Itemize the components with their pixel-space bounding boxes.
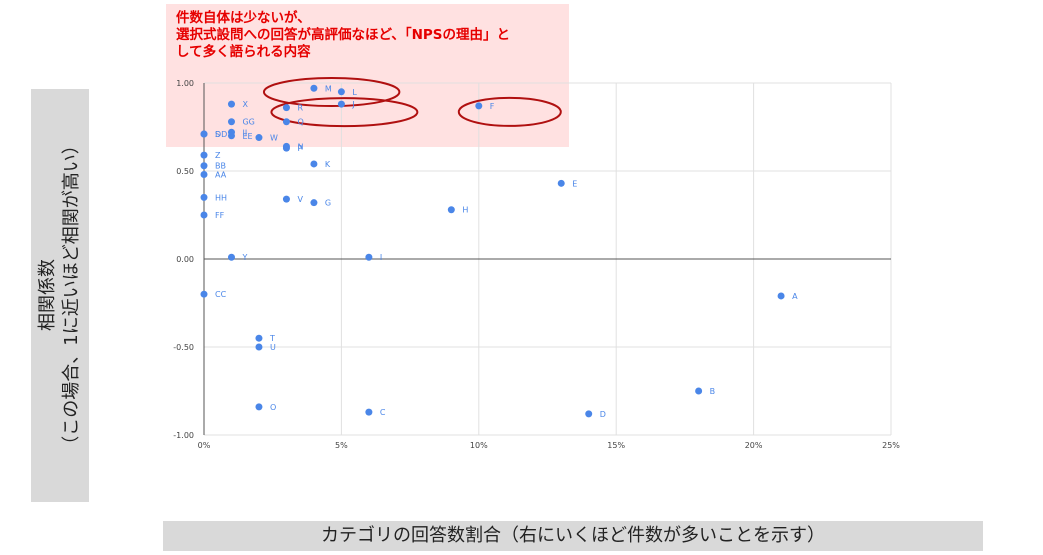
point-label-w: W — [270, 134, 278, 143]
point-label-x: X — [242, 100, 248, 109]
x-tick-label: 25% — [882, 441, 900, 450]
point-dd — [200, 130, 208, 138]
point-label-q: Q — [297, 118, 303, 127]
point-label-e: E — [572, 179, 577, 188]
point-label-d: D — [600, 410, 606, 419]
x-tick-label: 20% — [745, 441, 763, 450]
point-a — [777, 292, 785, 300]
point-label-o: O — [270, 403, 276, 412]
point-label-r: R — [297, 104, 303, 113]
point-label-v: V — [297, 195, 303, 204]
x-tick-label: 15% — [607, 441, 625, 450]
annotation-line-1: 件数自体は少ないが、 — [176, 10, 311, 26]
annotation-line-3: して多く語られる内容 — [176, 44, 311, 60]
point-h — [447, 206, 455, 214]
highlight-ellipse-j — [270, 97, 419, 128]
point-label-hh: HH — [215, 193, 227, 202]
x-tick-label: 5% — [335, 441, 348, 450]
point-label-bb: BB — [215, 162, 226, 171]
highlight-ellipse-f — [457, 96, 562, 127]
y-tick-label: 0.00 — [176, 255, 194, 264]
point-cc — [200, 290, 208, 298]
point-label-u: U — [270, 343, 276, 352]
point-label-ff: FF — [215, 211, 225, 220]
point-label-g: G — [325, 199, 331, 208]
point-b — [695, 387, 703, 395]
x-tick-label: 10% — [470, 441, 488, 450]
point-v — [282, 195, 290, 203]
point-i — [365, 253, 373, 261]
x-axis-label: カテゴリの回答数割合（右にいくほど件数が多いことを示す） — [163, 521, 983, 551]
point-label-ee: EE — [242, 132, 252, 141]
point-label-n: N — [297, 142, 303, 151]
point-label-aa: AA — [215, 171, 227, 180]
point-p — [282, 144, 290, 152]
point-l — [337, 88, 345, 96]
point-k — [310, 160, 318, 168]
point-aa — [200, 171, 208, 179]
point-label-gg: GG — [242, 118, 254, 127]
point-y — [227, 253, 235, 261]
point-hh — [200, 193, 208, 201]
point-ff — [200, 211, 208, 219]
point-j — [337, 100, 345, 108]
x-tick-label: 0% — [198, 441, 211, 450]
point-f — [475, 102, 483, 110]
point-c — [365, 408, 373, 416]
point-label-b: B — [710, 387, 716, 396]
y-tick-label: -0.50 — [173, 343, 194, 352]
annotation-line-2: 選択式設問への回答が高評価なほど、「NPSの理由」と — [176, 27, 510, 43]
point-label-t: T — [269, 334, 275, 343]
point-label-s: S — [215, 130, 220, 139]
highlight-ellipse-ml — [262, 77, 401, 108]
point-z — [200, 151, 208, 159]
point-o — [255, 403, 263, 411]
y-tick-label: 1.00 — [176, 79, 194, 88]
point-label-h: H — [462, 206, 468, 215]
y-tick-label: 0.50 — [176, 167, 194, 176]
point-label-f: F — [490, 102, 495, 111]
point-label-cc: CC — [215, 290, 227, 299]
point-label-ii: II — [242, 128, 247, 137]
point-w — [255, 134, 263, 142]
point-e — [557, 179, 565, 187]
point-bb — [200, 162, 208, 170]
point-label-l: L — [352, 88, 357, 97]
y-tick-label: -1.00 — [173, 431, 194, 440]
point-r — [282, 104, 290, 112]
point-gg — [227, 118, 235, 126]
point-g — [310, 199, 318, 207]
point-q — [282, 118, 290, 126]
point-label-p: P — [297, 144, 302, 153]
point-label-dd: DD — [215, 130, 227, 139]
annotation-text: 件数自体は少ないが、 選択式設問への回答が高評価なほど、「NPSの理由」と して… — [176, 10, 566, 61]
point-d — [585, 410, 593, 418]
point-m — [310, 84, 318, 92]
point-label-y: Y — [241, 253, 247, 262]
point-u — [255, 343, 263, 351]
point-label-j: J — [351, 100, 354, 109]
point-label-i: I — [380, 253, 382, 262]
point-label-k: K — [325, 160, 331, 169]
y-axis-label-box — [31, 89, 89, 502]
point-ii — [227, 128, 235, 136]
point-label-c: C — [380, 408, 386, 417]
point-label-z: Z — [215, 151, 221, 160]
point-x — [227, 100, 235, 108]
point-t — [255, 334, 263, 342]
point-label-m: M — [325, 84, 332, 93]
point-label-a: A — [792, 292, 798, 301]
